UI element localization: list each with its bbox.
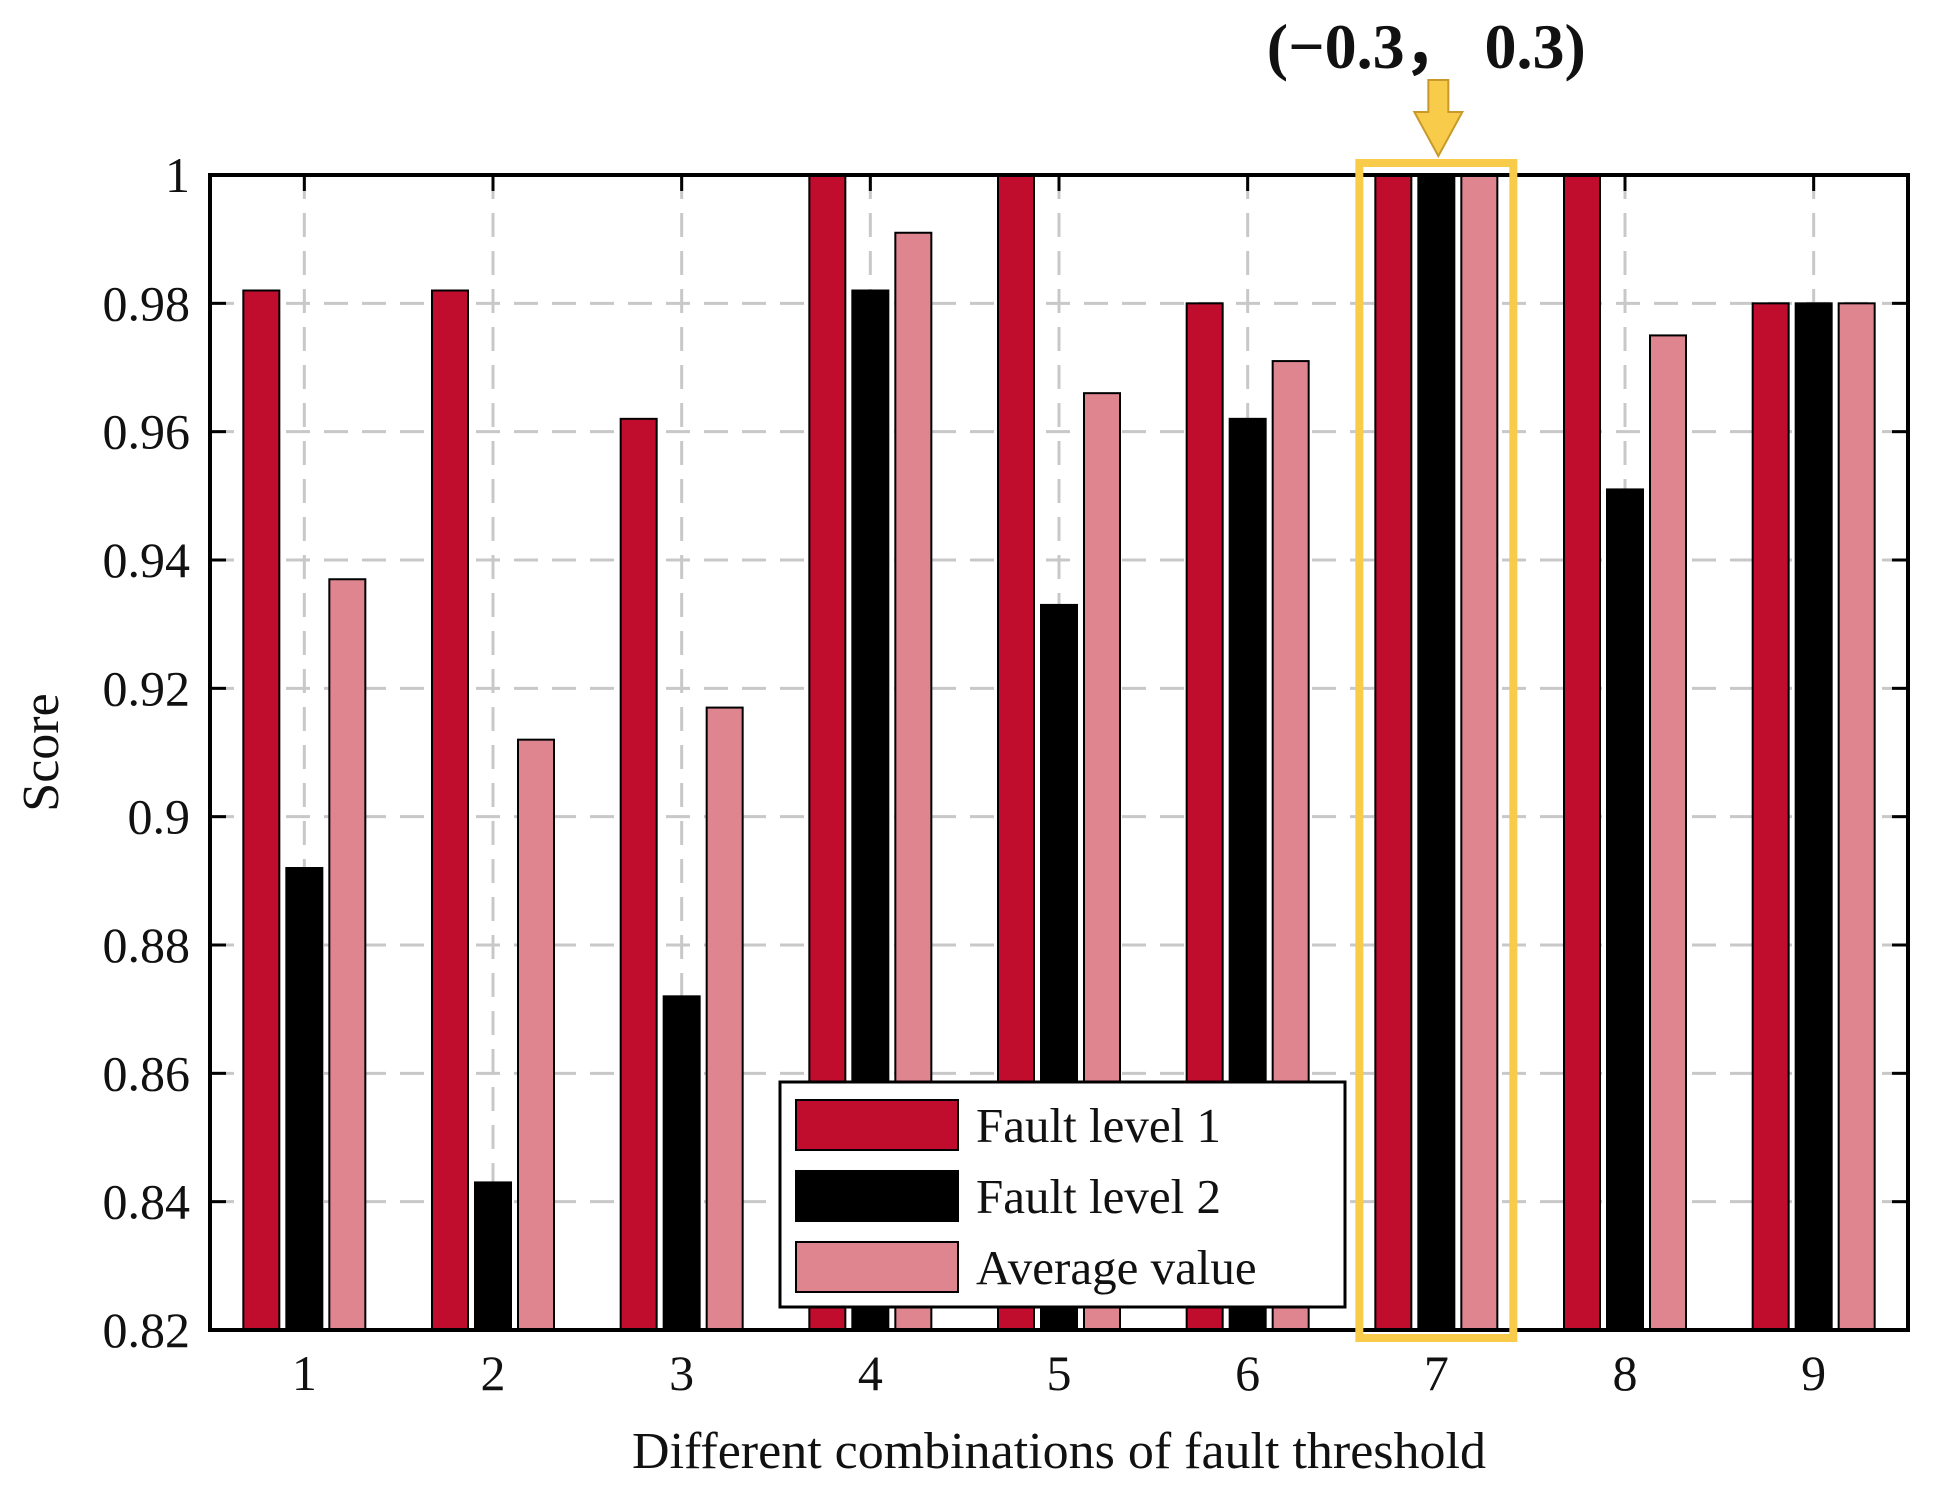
y-tick-label: 0.92 bbox=[103, 660, 191, 716]
legend: Fault level 1 Fault level 2 Average value bbox=[778, 1080, 1347, 1309]
x-tick-label: 2 bbox=[481, 1345, 506, 1401]
legend-label: Fault level 2 bbox=[976, 1169, 1221, 1224]
y-tick-label: 0.96 bbox=[103, 404, 191, 460]
bar-fault-level-1-2 bbox=[431, 289, 469, 1331]
y-tick-label: 1 bbox=[165, 147, 190, 203]
bar-fault-level-2-2 bbox=[474, 1181, 512, 1331]
legend-swatch-average-value bbox=[795, 1241, 959, 1293]
bar-fault-level-2-3 bbox=[662, 995, 701, 1331]
x-tick-label: 5 bbox=[1047, 1345, 1072, 1401]
y-tick-label: 0.88 bbox=[103, 917, 191, 973]
bar-fault-level-2-8 bbox=[1606, 488, 1644, 1331]
legend-swatch-fault-level-1 bbox=[795, 1099, 959, 1151]
x-tick-label: 1 bbox=[292, 1345, 317, 1401]
highlight-annotation: (−0.3， 0.3) bbox=[1267, 11, 1586, 82]
legend-swatch-fault-level-2 bbox=[795, 1170, 959, 1222]
bar-average-value-3 bbox=[705, 706, 744, 1331]
legend-label: Average value bbox=[976, 1240, 1257, 1295]
y-tick-label: 0.94 bbox=[103, 532, 191, 588]
x-tick-label: 6 bbox=[1235, 1345, 1260, 1401]
bar-fault-level-2-7 bbox=[1417, 174, 1456, 1331]
y-axis-label: Score bbox=[13, 693, 70, 811]
bar-fault-level-2-1 bbox=[285, 867, 324, 1331]
x-axis-label: Different combinations of fault threshol… bbox=[632, 1423, 1486, 1480]
legend-label: Fault level 1 bbox=[976, 1098, 1221, 1153]
bar-fault-level-1-3 bbox=[619, 417, 658, 1332]
x-tick-label: 3 bbox=[669, 1345, 694, 1401]
bar-fault-level-2-9 bbox=[1794, 302, 1833, 1331]
x-tick-label: 7 bbox=[1424, 1345, 1449, 1401]
bar-fault-level-1-1 bbox=[242, 289, 281, 1331]
y-tick-label: 0.86 bbox=[103, 1045, 191, 1101]
bar-average-value-1 bbox=[328, 578, 367, 1331]
bar-average-value-9 bbox=[1837, 302, 1876, 1331]
x-tick-label: 9 bbox=[1801, 1345, 1826, 1401]
y-tick-label: 0.82 bbox=[103, 1302, 191, 1358]
arrow-down-icon bbox=[1412, 79, 1465, 159]
highlight-box bbox=[1355, 159, 1518, 1342]
x-tick-label: 4 bbox=[858, 1345, 883, 1401]
bar-average-value-7 bbox=[1460, 174, 1499, 1331]
bar-fault-level-1-8 bbox=[1563, 174, 1601, 1331]
bar-fault-level-1-7 bbox=[1374, 174, 1413, 1331]
axis-ticks: 0.82 0.84 0.86 0.88 0.9 0.92 0.94 0.96 0.98 1 1 2 3 4… bbox=[103, 147, 1908, 1401]
x-tick-label: 8 bbox=[1613, 1345, 1638, 1401]
y-tick-label: 0.84 bbox=[103, 1174, 191, 1230]
bar-fault-level-1-9 bbox=[1751, 302, 1790, 1331]
bar-average-value-2 bbox=[517, 738, 555, 1331]
y-tick-label: 0.98 bbox=[103, 275, 191, 331]
bar-average-value-8 bbox=[1649, 334, 1687, 1331]
y-tick-label: 0.9 bbox=[128, 789, 191, 845]
highlight-group: (−0.3， 0.3) bbox=[1267, 11, 1586, 1342]
